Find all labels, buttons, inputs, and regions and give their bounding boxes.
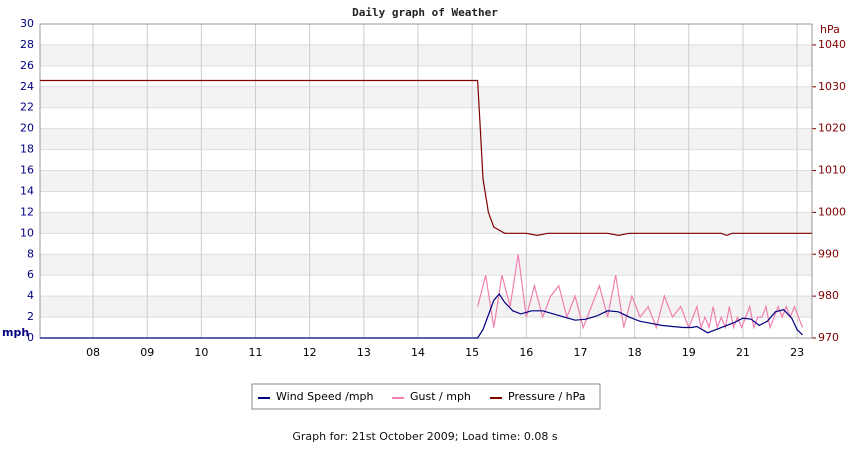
y2-tick-label: 990 xyxy=(818,247,839,260)
y-tick-label: 28 xyxy=(20,38,34,51)
legend-box xyxy=(251,383,601,410)
y2-tick-label: 1010 xyxy=(818,164,846,177)
y-tick-label: 26 xyxy=(20,59,34,72)
x-tick-label: 23 xyxy=(790,346,804,359)
y-tick-label: 20 xyxy=(20,122,34,135)
y-tick-label: 8 xyxy=(27,247,34,260)
grid-band xyxy=(40,86,812,108)
x-tick-label: 12 xyxy=(303,346,317,359)
x-tick-label: 09 xyxy=(140,346,154,359)
grid-band xyxy=(40,212,812,234)
y-tick-label: 6 xyxy=(27,268,34,281)
series-line xyxy=(477,254,804,330)
y-tick-label: 18 xyxy=(20,143,34,156)
legend-label: Pressure / hPa xyxy=(508,390,586,403)
x-tick-label: 13 xyxy=(357,346,371,359)
x-tick-label: 10 xyxy=(194,346,208,359)
x-tick-label: 17 xyxy=(573,346,587,359)
grid-band xyxy=(40,128,812,150)
y2-axis-label: hPa xyxy=(820,23,840,36)
series-line xyxy=(40,79,812,237)
y2-tick-label: 970 xyxy=(818,331,839,344)
y-tick-label: 10 xyxy=(20,226,34,239)
x-tick-label: 08 xyxy=(86,346,100,359)
legend: Wind Speed /mph Gust / mph Pressure / hPa xyxy=(251,383,601,410)
y-axis-label: mph xyxy=(2,326,29,339)
grid-band xyxy=(40,296,812,318)
x-tick-label: 15 xyxy=(465,346,479,359)
chart-title: Daily graph of Weather xyxy=(352,6,498,19)
grid-band xyxy=(40,170,812,192)
grid-band xyxy=(40,44,812,66)
x-tick-label: 16 xyxy=(519,346,533,359)
x-tick-label: 14 xyxy=(411,346,425,359)
x-tick-label: 19 xyxy=(682,346,696,359)
y2-tick-label: 1030 xyxy=(818,80,846,93)
y2-tick-label: 1000 xyxy=(818,205,846,218)
x-tick-label: 18 xyxy=(628,346,642,359)
y2-tick-label: 1040 xyxy=(818,38,846,51)
y-tick-label: 22 xyxy=(20,101,34,114)
legend-label: Wind Speed /mph xyxy=(276,390,374,403)
y2-tick-label: 1020 xyxy=(818,122,846,135)
y-tick-label: 16 xyxy=(20,164,34,177)
x-tick-label: 11 xyxy=(249,346,263,359)
y-tick-label: 12 xyxy=(20,205,34,218)
y-tick-label: 0 xyxy=(27,331,34,344)
y-tick-label: 2 xyxy=(27,310,34,323)
y-tick-label: 4 xyxy=(27,289,34,302)
y-tick-label: 24 xyxy=(20,80,34,93)
series-line xyxy=(40,293,803,339)
footer: Graph for: 21st October 2009; Load time:… xyxy=(292,430,558,443)
grid-band xyxy=(40,254,812,276)
x-tick-label: 21 xyxy=(736,346,750,359)
legend-label: Gust / mph xyxy=(410,390,471,403)
y2-tick-label: 980 xyxy=(818,289,839,302)
y-tick-label: 30 xyxy=(20,17,34,30)
y-tick-label: 14 xyxy=(20,184,34,197)
